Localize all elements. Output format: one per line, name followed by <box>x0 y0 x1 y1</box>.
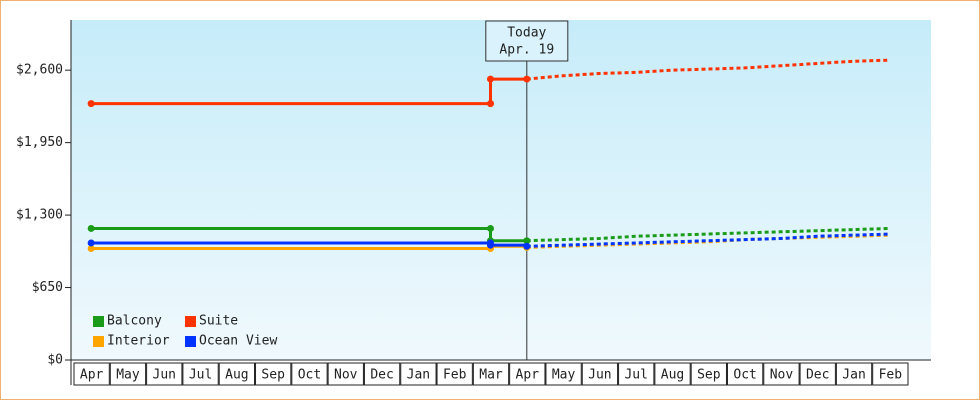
today-box <box>485 20 569 62</box>
point <box>87 100 95 108</box>
forecast-line <box>526 232 890 248</box>
x-tick-label: Sep <box>261 368 285 383</box>
x-category-box <box>799 362 836 386</box>
y-tick-label: $1,950 <box>16 135 63 150</box>
x-category-box <box>363 362 401 386</box>
today-subtitle: Apr. 19 <box>499 43 554 58</box>
x-tick-label: Aug <box>225 368 248 383</box>
x-tick-label: Jul <box>189 368 212 383</box>
point <box>487 75 494 83</box>
x-category-box <box>182 362 219 386</box>
y-tick-label: $2,600 <box>16 63 63 78</box>
x-tick-label: Nov <box>334 368 358 383</box>
x-tick-label: Jan <box>842 368 865 383</box>
legend-label: Suite <box>199 314 238 329</box>
x-category-box <box>327 362 364 386</box>
point <box>487 100 494 108</box>
x-category-box <box>726 362 764 386</box>
point <box>523 75 531 83</box>
x-category-box <box>109 362 147 386</box>
point <box>87 224 95 232</box>
point <box>487 241 494 249</box>
today-title: Today <box>507 26 546 41</box>
history-line <box>91 77 527 106</box>
point <box>487 224 494 232</box>
x-tick-label: Nov <box>770 368 794 383</box>
x-category-box <box>690 362 727 386</box>
point <box>523 237 531 245</box>
x-tick-label: Jul <box>624 368 647 383</box>
plot-area <box>71 20 931 360</box>
x-tick-label: Jan <box>407 368 430 383</box>
x-category-box <box>545 362 582 386</box>
x-category-box <box>872 362 909 386</box>
legend-label: Interior <box>107 334 170 349</box>
x-category-box <box>255 362 292 386</box>
x-tick-label: Jun <box>153 368 176 383</box>
x-category-box <box>436 362 473 386</box>
x-category-box <box>400 362 437 386</box>
x-tick-label: Dec <box>806 368 829 383</box>
history-line <box>91 226 527 243</box>
y-tick-label: $0 <box>47 353 63 368</box>
legend-label: Balcony <box>107 314 162 329</box>
x-category-box <box>472 362 510 386</box>
x-tick-label: May <box>116 368 140 383</box>
point <box>87 239 95 247</box>
y-tick-label: $1,300 <box>16 208 63 223</box>
x-tick-label: Oct <box>298 368 321 383</box>
x-category-box <box>763 362 800 386</box>
point <box>87 245 95 253</box>
x-category-box <box>73 362 110 386</box>
x-category-box <box>654 362 691 386</box>
x-category-box <box>509 362 546 386</box>
legend-swatch <box>93 336 104 347</box>
x-tick-label: Dec <box>370 368 393 383</box>
x-tick-label: Jun <box>588 368 611 383</box>
x-tick-label: Sep <box>697 368 721 383</box>
x-category-box <box>291 362 328 386</box>
legend-swatch <box>185 336 196 347</box>
legend-swatch <box>185 316 196 327</box>
x-tick-label: Feb <box>879 368 903 383</box>
x-category-box <box>618 362 655 386</box>
x-tick-label: Mar <box>479 368 503 383</box>
x-tick-label: Apr <box>80 368 104 383</box>
x-tick-label: Feb <box>443 368 467 383</box>
x-tick-label: Aug <box>661 368 684 383</box>
point <box>523 242 531 250</box>
x-tick-label: Apr <box>516 368 540 383</box>
x-tick-label: Oct <box>733 368 756 383</box>
x-category-box <box>146 362 183 386</box>
x-category-box <box>581 362 619 386</box>
x-category-box <box>835 362 873 386</box>
legend-swatch <box>93 316 104 327</box>
forecast-line <box>526 226 890 243</box>
x-tick-label: May <box>552 368 576 383</box>
y-tick-label: $650 <box>32 280 63 295</box>
legend-label: Ocean View <box>199 334 277 349</box>
forecast-line <box>526 58 890 81</box>
x-category-box <box>218 362 256 386</box>
